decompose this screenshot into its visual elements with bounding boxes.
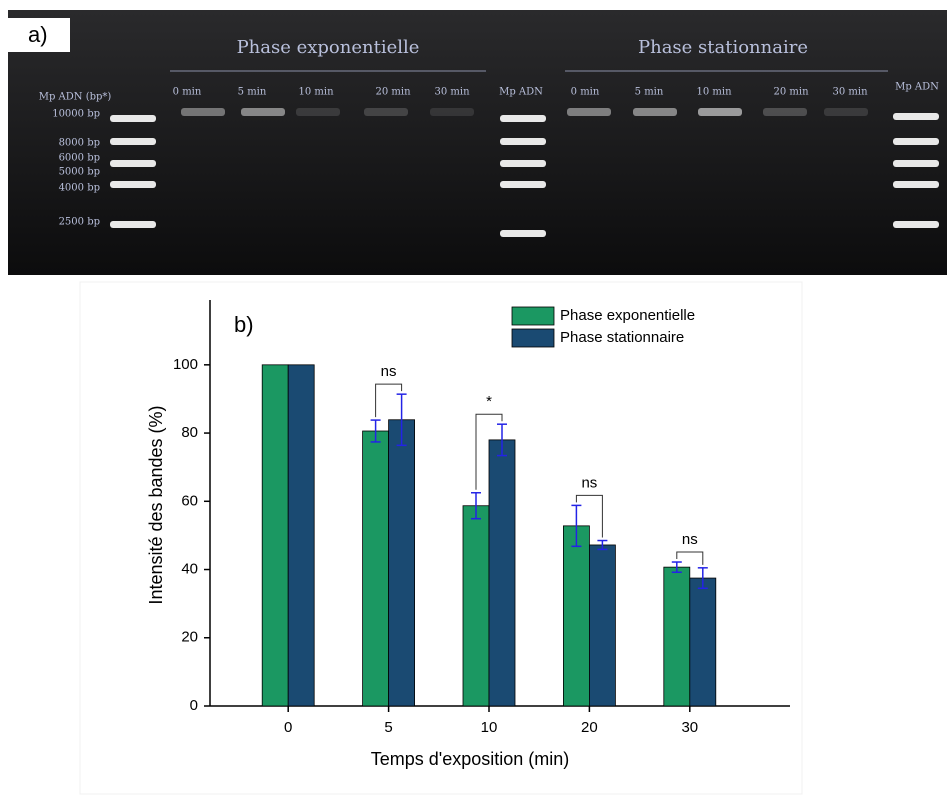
y-tick-label: 80 xyxy=(181,424,198,441)
legend-label: Phase stationnaire xyxy=(560,329,684,346)
lane-label: 10 min xyxy=(696,87,732,98)
significance-label: ns xyxy=(381,363,397,380)
significance-bracket xyxy=(575,494,603,538)
lane-label: 5 min xyxy=(635,87,664,98)
sample-band xyxy=(430,108,474,116)
y-tick-label: 0 xyxy=(190,697,198,714)
ladder-band xyxy=(500,181,546,188)
gel-image xyxy=(8,10,947,275)
sample-band xyxy=(364,108,408,116)
ladder-size: 8000 bp xyxy=(59,138,100,149)
sample-band xyxy=(181,108,225,116)
sample-band xyxy=(567,108,611,116)
significance-bracket xyxy=(375,383,403,418)
chart-panel xyxy=(79,281,803,795)
bar xyxy=(663,566,691,707)
ladder-size: 2500 bp xyxy=(59,217,100,228)
sample-band xyxy=(241,108,285,116)
sample-band xyxy=(698,108,742,116)
x-axis-label: Temps d'exposition (min) xyxy=(371,749,570,769)
lane-label: 30 min xyxy=(434,87,470,98)
group-label: Phase stationnaire xyxy=(638,37,808,58)
legend-swatch xyxy=(511,306,555,326)
sample-band xyxy=(633,108,677,116)
significance-label: ns xyxy=(581,474,597,491)
bar xyxy=(261,364,289,707)
significance-label: * xyxy=(486,393,492,410)
lane-label: 20 min xyxy=(375,87,411,98)
ladder-band xyxy=(893,181,939,188)
ladder-band xyxy=(500,115,546,122)
significance-bracket xyxy=(676,551,704,565)
sample-band xyxy=(763,108,807,116)
bar xyxy=(388,419,416,707)
lane-label: 0 min xyxy=(173,87,202,98)
legend-label: Phase exponentielle xyxy=(560,307,695,324)
y-axis-label: Intensité des bandes (%) xyxy=(146,405,166,604)
x-tick-label: 10 xyxy=(481,719,498,736)
ladder-size: 10000 bp xyxy=(52,109,100,120)
ladder-header: Mp ADN (bp*) xyxy=(39,92,112,103)
ladder-label: Mp ADN xyxy=(895,82,939,93)
y-tick-label: 100 xyxy=(173,356,198,373)
ladder-label: Mp ADN xyxy=(499,87,543,98)
bar xyxy=(287,364,315,707)
label-box xyxy=(8,18,70,52)
y-tick-label: 40 xyxy=(181,560,198,577)
lane-label: 0 min xyxy=(571,87,600,98)
ladder-size: 6000 bp xyxy=(59,153,100,164)
bar xyxy=(362,430,390,707)
x-tick-label: 30 xyxy=(681,719,698,736)
ladder-band xyxy=(893,221,939,228)
group-label: Phase exponentielle xyxy=(237,37,420,58)
sample-band xyxy=(824,108,868,116)
ladder-size: 4000 bp xyxy=(59,183,100,194)
ladder-size: 5000 bp xyxy=(59,167,100,178)
lane-label: 10 min xyxy=(298,87,334,98)
ladder-band xyxy=(893,138,939,145)
significance-bracket xyxy=(475,413,503,490)
legend-swatch xyxy=(511,328,555,348)
ladder-band xyxy=(893,113,939,120)
ladder-band xyxy=(110,160,156,167)
ladder-band xyxy=(110,115,156,122)
bar xyxy=(689,577,717,707)
y-tick-label: 20 xyxy=(181,629,198,646)
ladder-band xyxy=(500,160,546,167)
y-tick-label: 60 xyxy=(181,492,198,509)
lane-label: 30 min xyxy=(832,87,868,98)
panel-label: a) xyxy=(28,22,48,47)
ladder-band xyxy=(110,221,156,228)
significance-label: ns xyxy=(682,531,698,548)
sample-band xyxy=(296,108,340,116)
gel-bands xyxy=(110,108,939,237)
panel-label: b) xyxy=(234,312,254,337)
lane-label: 20 min xyxy=(773,87,809,98)
lane-label: 5 min xyxy=(238,87,267,98)
ladder-band xyxy=(893,160,939,167)
bar xyxy=(488,439,516,707)
bar xyxy=(462,505,490,707)
x-tick-label: 20 xyxy=(581,719,598,736)
bar xyxy=(563,525,590,707)
x-tick-label: 0 xyxy=(284,719,292,736)
ladder-band xyxy=(110,138,156,145)
ladder-band xyxy=(500,230,546,237)
ladder-band xyxy=(500,138,546,145)
ladder-band xyxy=(110,181,156,188)
x-tick-label: 5 xyxy=(384,719,392,736)
bar xyxy=(589,544,616,707)
